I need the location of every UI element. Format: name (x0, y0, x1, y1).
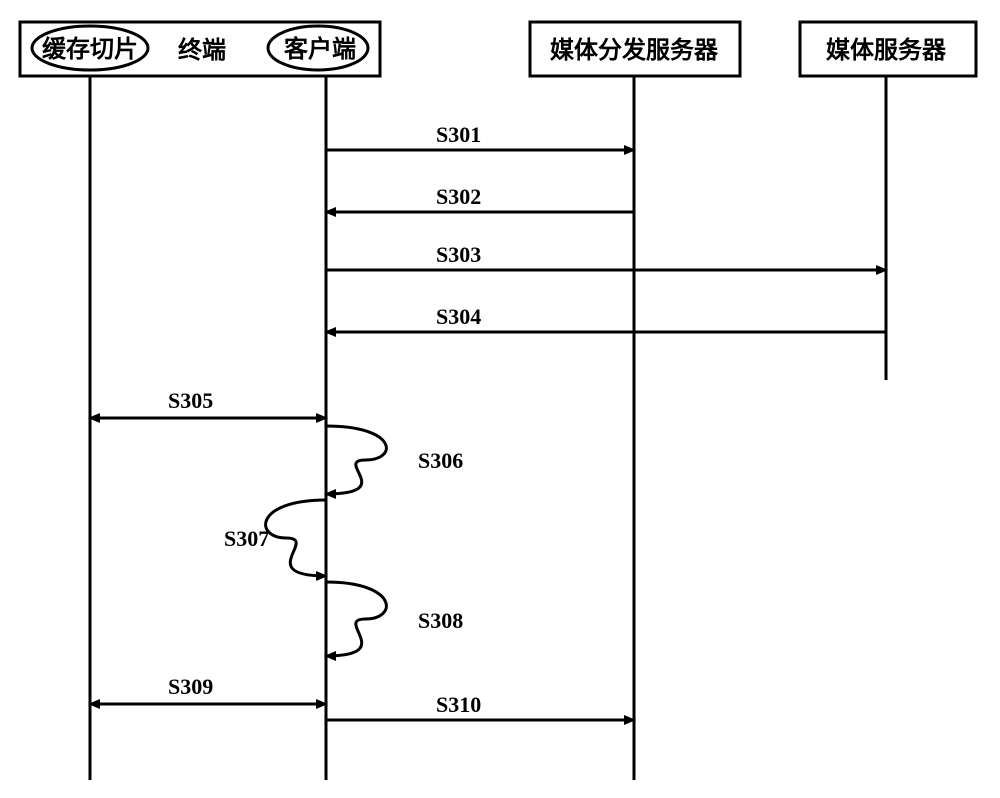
media-server-label: 媒体服务器 (826, 36, 947, 64)
message-label-S301: S301 (436, 122, 481, 147)
message-label-S309: S309 (168, 674, 213, 699)
message-label-S303: S303 (436, 242, 481, 267)
terminal-ellipse-label-1: 客户端 (284, 35, 356, 63)
message-label-S307: S307 (224, 526, 269, 551)
message-label-S310: S310 (436, 692, 481, 717)
message-label-S302: S302 (436, 184, 481, 209)
message-label-S305: S305 (168, 388, 213, 413)
dist-server-label: 媒体分发服务器 (550, 36, 719, 64)
message-label-S304: S304 (436, 304, 481, 329)
message-label-S306: S306 (418, 448, 463, 473)
terminal-ellipse-label-0: 缓存切片 (42, 35, 138, 63)
terminal-label: 终端 (178, 36, 226, 64)
message-label-S308: S308 (418, 608, 463, 633)
